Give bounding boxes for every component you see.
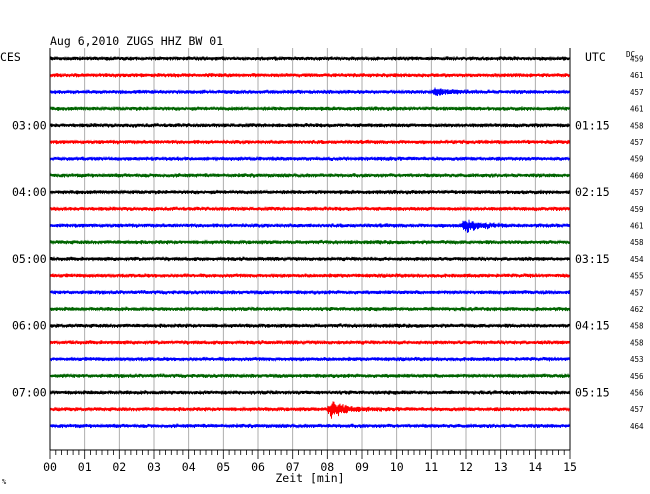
dc-value: 457 [630,88,644,97]
right-time-label: 05:15 [575,386,610,400]
x-tick-label: 15 [563,460,577,474]
traces [50,55,570,429]
seismic-trace [50,289,570,296]
x-tick-label: 13 [494,460,508,474]
seismic-trace [50,55,570,62]
dc-value: 464 [630,422,644,431]
left-time-label: 05:00 [12,252,47,266]
seismic-trace [50,205,570,212]
seismic-trace [50,356,570,363]
seismic-trace [50,339,570,346]
x-axis-label: Zeit [min] [275,471,344,485]
chart-title: Aug 6,2010 ZUGS HHZ BW 01 [50,34,223,48]
dc-value: 458 [630,322,644,331]
seismic-trace [50,306,570,312]
seismic-trace [50,219,570,233]
right-time-label: 04:15 [575,319,610,333]
dc-value: 459 [630,155,644,164]
x-tick-label: 04 [182,460,196,474]
x-tick-label: 10 [390,460,404,474]
x-tick-label: 02 [112,460,126,474]
corner-mark: % [2,478,7,486]
dc-value: 457 [630,288,644,297]
x-axis: 00 01 02 03 04 05 06 07 08 09 10 11 12 13 14 15 [43,449,577,474]
dc-value: 456 [630,389,644,398]
left-time-label: 07:00 [12,386,47,400]
dc-value: 461 [630,105,644,114]
seismic-trace [50,272,570,279]
left-time-label: 03:00 [12,118,47,132]
seismic-trace [50,189,570,196]
seismic-trace [50,401,570,419]
dc-value: 459 [630,55,644,64]
time-labels: 03:00 04:00 05:00 06:00 07:00 01:15 02:15 03:15… [12,55,644,431]
dc-value: 459 [630,205,644,214]
left-time-label: 04:00 [12,185,47,199]
dc-value: 454 [630,255,644,264]
dc-value: 460 [630,171,644,180]
seismic-trace [50,255,570,262]
x-tick-label: 06 [251,460,265,474]
grid-lines [49,48,571,450]
seismic-trace [50,373,570,379]
seismic-trace [50,122,570,129]
dc-value: 461 [630,222,644,231]
dc-value: 462 [630,305,644,314]
dc-value: 461 [630,71,644,80]
x-tick-label: 08 [320,460,334,474]
x-tick-label: 05 [216,460,230,474]
dc-value: 458 [630,238,644,247]
right-time-label: 02:15 [575,185,610,199]
dc-value: 455 [630,272,644,281]
dc-value: 457 [630,138,644,147]
dc-label: DC [626,50,635,59]
seismic-trace [50,422,570,429]
x-tick-label: 01 [78,460,92,474]
seismic-trace [50,239,570,245]
dc-value: 453 [630,355,644,364]
seismic-trace [50,87,570,97]
right-time-label: 03:15 [575,252,610,266]
dc-value: 456 [630,372,644,381]
x-tick-label: 09 [355,460,369,474]
seismic-trace [50,322,570,329]
utc-timezone-label: UTC [585,50,606,64]
dc-value: 458 [630,338,644,347]
x-tick-label: 03 [147,460,161,474]
seismic-trace [50,105,570,112]
x-tick-label: 14 [528,460,542,474]
seismic-trace [50,389,570,396]
x-tick-label: 11 [424,460,438,474]
seismic-trace [50,72,570,79]
seismic-trace [50,139,570,145]
x-tick-label: 12 [459,460,473,474]
dc-value: 457 [630,188,644,197]
dc-value: 458 [630,121,644,130]
seismic-trace [50,155,570,162]
dc-value: 457 [630,405,644,414]
x-tick-label: 00 [43,460,57,474]
right-time-label: 01:15 [575,118,610,132]
left-time-label: 06:00 [12,319,47,333]
x-tick-label: 07 [286,460,300,474]
seismic-trace [50,172,570,179]
local-timezone-label: CES [0,50,21,64]
